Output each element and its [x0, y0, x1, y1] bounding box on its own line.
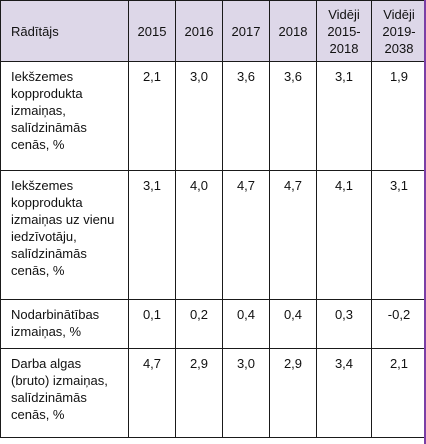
header-cell-avg-2015-2018: Vidēji 2015- 2018 — [316, 0, 372, 62]
value-cell: 4,7 — [269, 170, 317, 300]
header-text-line: 2018 — [329, 40, 359, 56]
row-label-line: cenās, % — [11, 407, 65, 422]
row-label: Nodarbinātības izmaiņas, % — [0, 299, 129, 349]
value-cell: 0,1 — [128, 299, 176, 349]
table-row-employment-change: Nodarbinātības izmaiņas, % 0,1 0,2 0,4 0… — [0, 299, 426, 349]
header-cell-2018: 2018 — [269, 0, 317, 62]
row-label-line: Darba algas — [11, 356, 82, 371]
value-cell: 2,9 — [175, 348, 223, 438]
header-text-line: 2019- — [382, 23, 416, 39]
row-label-line: Iekšzemes — [11, 69, 74, 84]
header-text-line: Vidēji — [328, 6, 360, 22]
row-label-line: kopprodukta — [11, 195, 83, 210]
value-cell: 3,4 — [316, 348, 372, 438]
table-row-gdp-change: Iekšzemes kopprodukta izmaiņas, salīdzin… — [0, 61, 426, 171]
value-cell: 4,1 — [316, 170, 372, 300]
row-label: Iekšzemes kopprodukta izmaiņas uz vienu … — [0, 170, 129, 300]
value-cell: 1,9 — [371, 61, 426, 171]
row-label-line: Nodarbinātības — [11, 307, 100, 322]
header-cell-2017: 2017 — [222, 0, 270, 62]
row-label-line: (bruto) izmaiņas, — [11, 373, 108, 388]
value-cell: 3,6 — [269, 61, 317, 171]
value-cell: 0,4 — [269, 299, 317, 349]
header-text-line: 2038 — [384, 40, 414, 56]
value-cell: 2,1 — [128, 61, 176, 171]
header-cell-avg-2019-2038: Vidēji 2019- 2038 — [371, 0, 426, 62]
value-cell: 4,7 — [222, 170, 270, 300]
value-cell: 4,7 — [128, 348, 176, 438]
row-label-line: cenās, % — [11, 263, 65, 278]
value-cell: 0,3 — [316, 299, 372, 349]
accent-edge — [424, 0, 426, 444]
value-cell: 4,0 — [175, 170, 223, 300]
row-label-line: kopprodukta — [11, 86, 83, 101]
table-row-gdp-per-capita-change: Iekšzemes kopprodukta izmaiņas uz vienu … — [0, 170, 426, 300]
header-row: Rādītājs 2015 2016 2017 2018 Vidēji 2015… — [0, 0, 426, 62]
value-cell: 3,1 — [371, 170, 426, 300]
header-text: 2018 — [278, 23, 308, 39]
header-text-line: Vidēji — [383, 6, 415, 22]
header-text: 2016 — [184, 23, 214, 39]
table-row-wage-change: Darba algas (bruto) izmaiņas, salīdzinām… — [0, 348, 426, 438]
value-cell: 3,6 — [222, 61, 270, 171]
value-cell: -0,2 — [371, 299, 426, 349]
row-label-line: iedzīvotāju, — [11, 229, 77, 244]
row-label-line: izmaiņas, % — [11, 324, 82, 339]
value-cell: 2,1 — [371, 348, 426, 438]
row-label-line: Iekšzemes — [11, 178, 74, 193]
value-cell: 0,2 — [175, 299, 223, 349]
row-label-line: izmaiņas uz vienu — [11, 212, 115, 227]
value-cell: 0,4 — [222, 299, 270, 349]
value-cell: 3,1 — [316, 61, 372, 171]
header-text: 2017 — [231, 23, 261, 39]
value-cell: 3,0 — [175, 61, 223, 171]
header-cell-2015: 2015 — [128, 0, 176, 62]
header-text: 2015 — [137, 23, 167, 39]
row-label-line: salīdzināmās — [11, 390, 87, 405]
header-cell-2016: 2016 — [175, 0, 223, 62]
row-label-line: salīdzināmās — [11, 246, 87, 261]
row-label-line: izmaiņas, — [11, 103, 66, 118]
row-label-line: cenās, % — [11, 137, 65, 152]
value-cell: 3,0 — [222, 348, 270, 438]
header-text-line: 2015- — [327, 23, 361, 39]
header-text: Rādītājs — [11, 23, 59, 39]
header-cell-indicator: Rādītājs — [0, 0, 129, 62]
value-cell: 2,9 — [269, 348, 317, 438]
row-label-line: salīdzināmās — [11, 120, 87, 135]
row-label: Darba algas (bruto) izmaiņas, salīdzinām… — [0, 348, 129, 438]
row-label: Iekšzemes kopprodukta izmaiņas, salīdzin… — [0, 61, 129, 171]
value-cell: 3,1 — [128, 170, 176, 300]
